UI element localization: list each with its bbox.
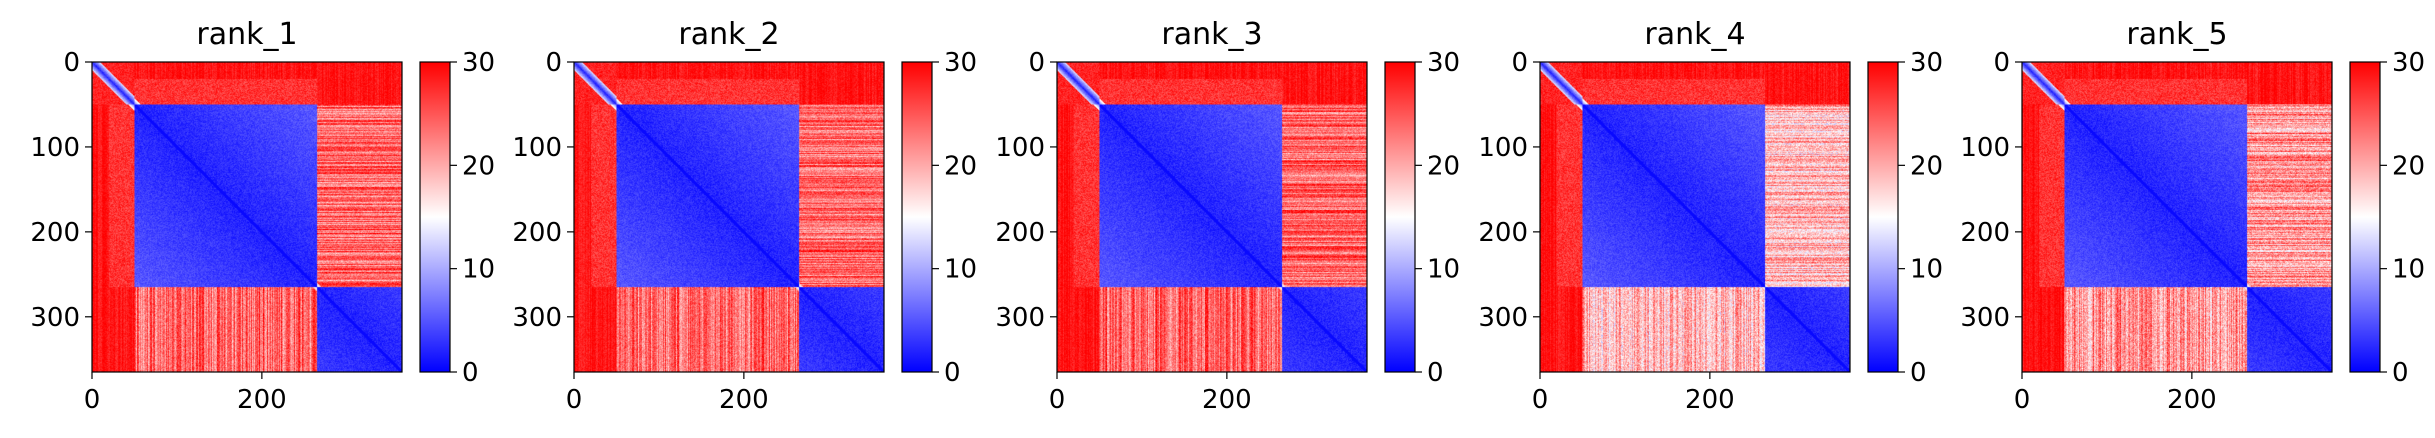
panel-title: rank_4 [1644,17,1745,52]
heatmap-panel: rank_3 0 100 200 300 0 200 0 10 20 30 [995,17,1460,415]
y-tick-label: 300 [1960,303,2010,333]
colorbar-tick-label: 20 [1910,151,1943,181]
y-tick-label: 300 [1478,303,1528,333]
colorbar-tick-label: 0 [2392,358,2409,388]
colorbar-tick-label: 10 [1427,255,1460,285]
colorbar-tick-label: 20 [1427,151,1460,181]
y-tick-label: 0 [1993,48,2010,78]
x-tick-label: 200 [1685,385,1735,415]
colorbar-tick-label: 0 [462,358,479,388]
plot-frame [2021,61,2333,373]
colorbar-tick-label: 10 [1910,255,1943,285]
y-tick-label: 300 [512,303,562,333]
colorbar [419,61,451,373]
y-tick-label: 200 [1478,218,1528,248]
y-tick-label: 0 [1511,48,1528,78]
colorbar-tick-label: 20 [462,151,495,181]
colorbar-tick-label: 30 [1427,48,1460,78]
colorbar-tick-label: 0 [1910,358,1927,388]
y-tick-label: 100 [30,133,80,163]
x-tick-label: 0 [566,385,583,415]
heatmap-panel: rank_5 0 100 200 300 0 200 0 10 20 30 [1960,17,2425,415]
colorbar [901,61,933,373]
heatmap-panel: rank_1 0 100 200 300 0 200 0 10 20 30 [30,17,495,415]
colorbar-tick-label: 10 [944,255,977,285]
plot-frame [1056,61,1368,373]
x-tick-label: 0 [1049,385,1066,415]
y-tick-label: 200 [30,218,80,248]
plot-frame [573,61,885,373]
y-tick-label: 100 [1478,133,1528,163]
panel-title: rank_5 [2126,17,2227,52]
panel-title: rank_1 [196,17,297,52]
colorbar [1867,61,1899,373]
colorbar-tick-label: 30 [944,48,977,78]
x-tick-label: 200 [719,385,769,415]
colorbar [2349,61,2381,373]
x-tick-label: 0 [84,385,101,415]
x-tick-label: 200 [237,385,287,415]
colorbar-tick-label: 10 [462,255,495,285]
y-tick-label: 0 [1028,48,1045,78]
x-tick-label: 200 [2167,385,2217,415]
heatmap-image [2022,62,2332,372]
colorbar [1384,61,1416,373]
colorbar-tick-label: 0 [1427,358,1444,388]
colorbar-tick-label: 30 [2392,48,2425,78]
y-tick-label: 200 [1960,218,2010,248]
colorbar-tick-label: 30 [1910,48,1943,78]
heatmap-image [574,62,884,372]
panel-title: rank_3 [1161,17,1262,52]
y-tick-label: 100 [995,133,1045,163]
x-tick-label: 0 [1532,385,1549,415]
y-tick-label: 200 [995,218,1045,248]
x-tick-label: 0 [2014,385,2031,415]
y-tick-label: 300 [995,303,1045,333]
colorbar-tick-label: 10 [2392,255,2425,285]
y-tick-label: 0 [545,48,562,78]
y-tick-label: 200 [512,218,562,248]
y-tick-label: 0 [63,48,80,78]
plot-frame [91,61,403,373]
colorbar-tick-label: 20 [944,151,977,181]
y-tick-label: 100 [512,133,562,163]
x-tick-label: 200 [1202,385,1252,415]
panel-title: rank_2 [678,17,779,52]
y-tick-label: 100 [1960,133,2010,163]
heatmap-image [1057,62,1367,372]
heatmap-panel: rank_2 0 100 200 300 0 200 0 10 20 30 [512,17,977,415]
heatmap-panel: rank_4 0 100 200 300 0 200 0 10 20 30 [1478,17,1943,415]
colorbar-tick-label: 30 [462,48,495,78]
y-tick-label: 300 [30,303,80,333]
colorbar-tick-label: 20 [2392,151,2425,181]
plot-frame [1539,61,1851,373]
colorbar-tick-label: 0 [944,358,961,388]
heatmap-image [92,62,402,372]
heatmap-image [1540,62,1850,372]
